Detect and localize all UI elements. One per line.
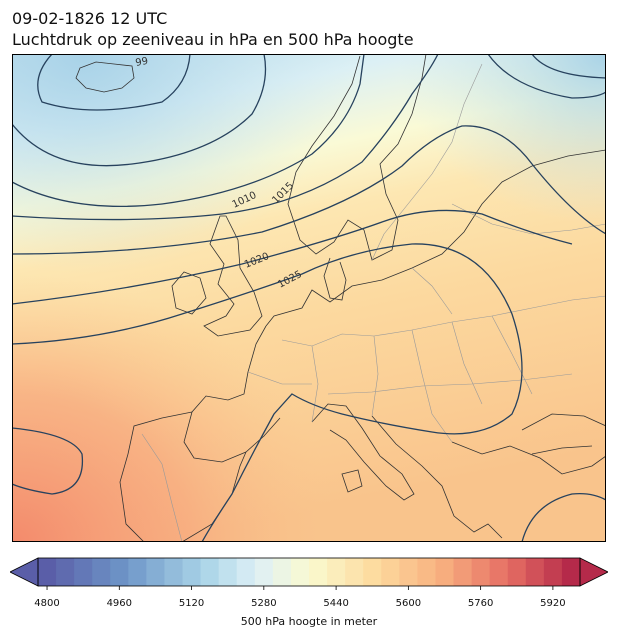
colorbar-cell	[471, 558, 491, 586]
colorbar-tick-label: 5120	[178, 598, 205, 609]
colorbar-cell	[489, 558, 509, 586]
colorbar-tick-label: 5920	[540, 598, 566, 609]
colorbar-cell	[345, 558, 364, 586]
colorbar-cell	[290, 558, 310, 586]
country-borders	[141, 63, 606, 542]
pressure-height-map: 99 1010 1015 1020 1025	[12, 54, 606, 542]
colorbar-extend-low	[10, 557, 39, 587]
colorbar-label: 500 hPa hoogte in meter	[240, 615, 378, 628]
isobar-1005	[12, 54, 365, 208]
isobar-northeast-2	[531, 54, 606, 79]
colorbar-cell	[309, 558, 328, 586]
isobar-label-99: 99	[135, 56, 149, 69]
map-frame	[12, 54, 606, 542]
colorbar-cell	[327, 558, 346, 586]
colorbar	[10, 557, 608, 590]
isobar-1025	[12, 243, 523, 542]
coastlines	[75, 54, 606, 542]
colorbar-cell	[399, 558, 418, 586]
isobar-southeast	[521, 492, 606, 542]
colorbar-cell	[525, 558, 545, 586]
map-date-title: 09-02-1826 12 UTC	[12, 9, 168, 28]
colorbar-cell	[92, 558, 111, 586]
colorbar-cell	[146, 558, 165, 586]
isobar-1020	[12, 209, 573, 305]
isobar-995	[37, 54, 191, 111]
colorbar-cell	[110, 558, 129, 586]
colorbar-tick-label: 5280	[251, 598, 277, 609]
colorbar-cell	[74, 558, 93, 586]
colorbar-tick-label: 5760	[467, 598, 494, 609]
colorbar-cell	[236, 558, 256, 586]
colorbar-tick-label: 5440	[323, 598, 349, 609]
colorbar-cell	[561, 558, 581, 586]
colorbar-cell	[164, 558, 184, 586]
colorbar-cell	[363, 558, 382, 586]
colorbar-cell	[200, 558, 220, 586]
colorbar-cell	[507, 558, 527, 586]
colorbar-cell	[182, 558, 202, 586]
colorbar-cell	[435, 558, 455, 586]
isobar-southwest	[12, 427, 84, 495]
colorbar-frame	[37, 557, 581, 587]
isobar-northeast	[487, 54, 606, 99]
colorbar-cell	[381, 558, 400, 586]
colorbar-tick-label: 4960	[106, 598, 133, 609]
colorbar-cell	[128, 558, 147, 586]
colorbar-cell	[56, 558, 75, 586]
isobar-1010	[12, 54, 439, 221]
colorbar-cell	[38, 558, 57, 586]
colorbar-cells	[38, 558, 581, 586]
isobar-1000	[12, 54, 267, 167]
colorbar-cell	[218, 558, 238, 586]
isobar-1015	[12, 125, 606, 255]
isobar-contours	[12, 54, 606, 542]
colorbar-cell	[254, 558, 274, 586]
colorbar-tick-label: 4800	[34, 598, 60, 609]
colorbar-cell	[272, 558, 292, 586]
map-subtitle: Luchtdruk op zeeniveau in hPa en 500 hPa…	[12, 30, 414, 49]
colorbar-cell	[453, 558, 473, 586]
colorbar-cell	[543, 558, 563, 586]
colorbar-tick-marks	[46, 586, 554, 590]
colorbar-cell	[417, 558, 436, 586]
colorbar-extend-high	[579, 557, 608, 587]
colorbar-tick-label: 5600	[395, 598, 422, 609]
